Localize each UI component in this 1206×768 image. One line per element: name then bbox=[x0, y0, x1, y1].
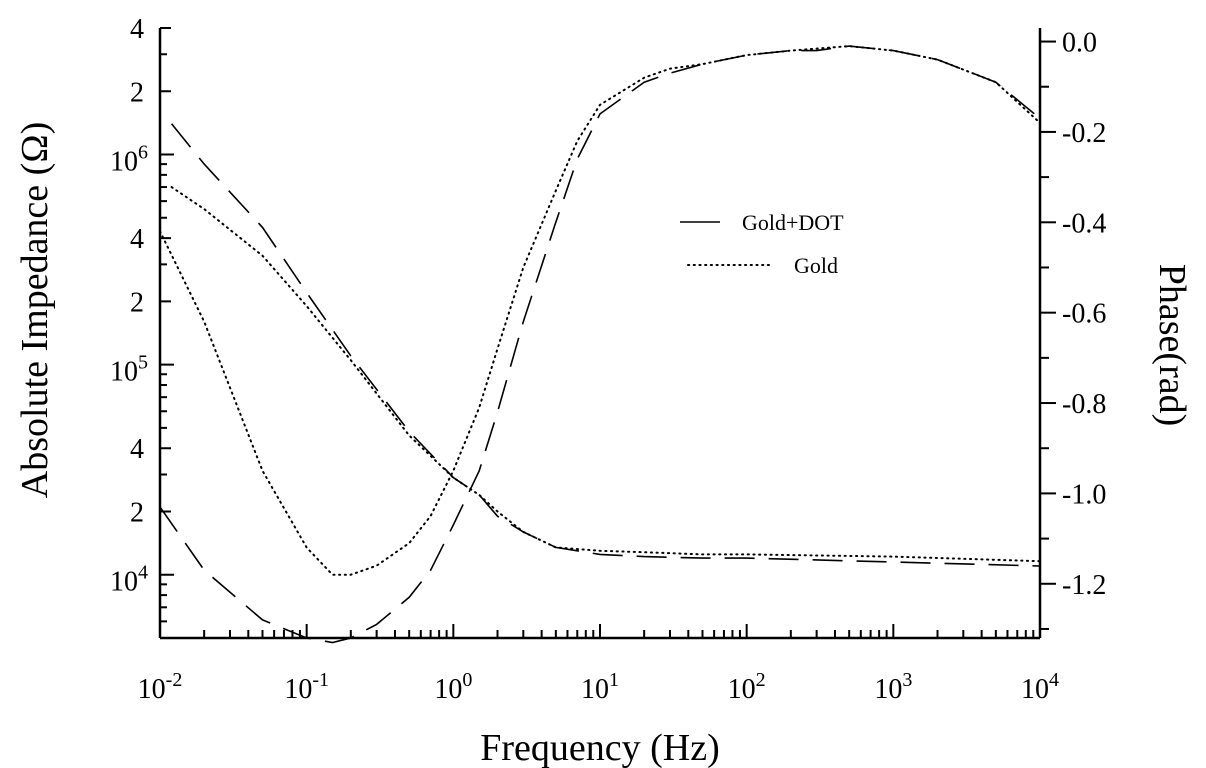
right-y-tick-label: -1.2 bbox=[1062, 570, 1106, 601]
left-y-tick-label: 105 bbox=[110, 352, 148, 388]
left-y-tick-label: 106 bbox=[110, 142, 148, 178]
x-tick-label: 10-2 bbox=[138, 669, 183, 705]
x-tick-label: 10-1 bbox=[284, 669, 329, 705]
series-line-gold-dot-phase bbox=[159, 45, 1041, 644]
series-lines bbox=[159, 45, 1041, 644]
x-tick-label: 102 bbox=[728, 669, 766, 705]
axes bbox=[158, 28, 1042, 640]
left-y-tick-label: 4 bbox=[130, 434, 144, 465]
legend: Gold+DOT Gold bbox=[680, 210, 844, 278]
x-tick-label: 101 bbox=[581, 669, 619, 705]
series-line-gold-impedance bbox=[170, 186, 1041, 563]
x-axis-title: Frequency (Hz) bbox=[480, 727, 720, 768]
left-y-tick-label: 4 bbox=[130, 14, 144, 45]
left-y-tick-label: 104 bbox=[110, 562, 148, 598]
right-y-tick-label: -0.6 bbox=[1062, 299, 1106, 330]
right-y-tick-label: -1.0 bbox=[1062, 479, 1106, 510]
series-line-gold-dot-impedance bbox=[170, 123, 1041, 567]
left-y-axis-title: Absolute Impedance (Ω) bbox=[14, 122, 56, 498]
legend-label-gold-dot: Gold+DOT bbox=[742, 210, 844, 235]
series-line-gold-phase bbox=[159, 45, 1041, 576]
ticks bbox=[159, 27, 1056, 639]
x-tick-label: 100 bbox=[434, 669, 472, 705]
left-y-tick-label: 2 bbox=[130, 287, 144, 318]
right-y-tick-label: -0.8 bbox=[1062, 389, 1106, 420]
right-y-tick-label: -0.2 bbox=[1062, 118, 1106, 149]
right-y-tick-label: -0.4 bbox=[1062, 208, 1106, 239]
x-tick-label: 103 bbox=[874, 669, 912, 705]
x-tick-label: 104 bbox=[1021, 669, 1059, 705]
right-y-axis-title: Phase(rad) bbox=[1151, 264, 1193, 426]
left-y-tick-label: 2 bbox=[130, 77, 144, 108]
left-y-tick-label: 2 bbox=[130, 497, 144, 528]
tick-labels: 10-2 10-1 100 101 102 103 104 4 2 106 4 2 105 4 2 104 0.… bbox=[110, 14, 1106, 705]
legend-label-gold: Gold bbox=[794, 253, 838, 278]
right-y-tick-label: 0.0 bbox=[1062, 28, 1097, 59]
left-y-tick-label: 4 bbox=[130, 224, 144, 255]
